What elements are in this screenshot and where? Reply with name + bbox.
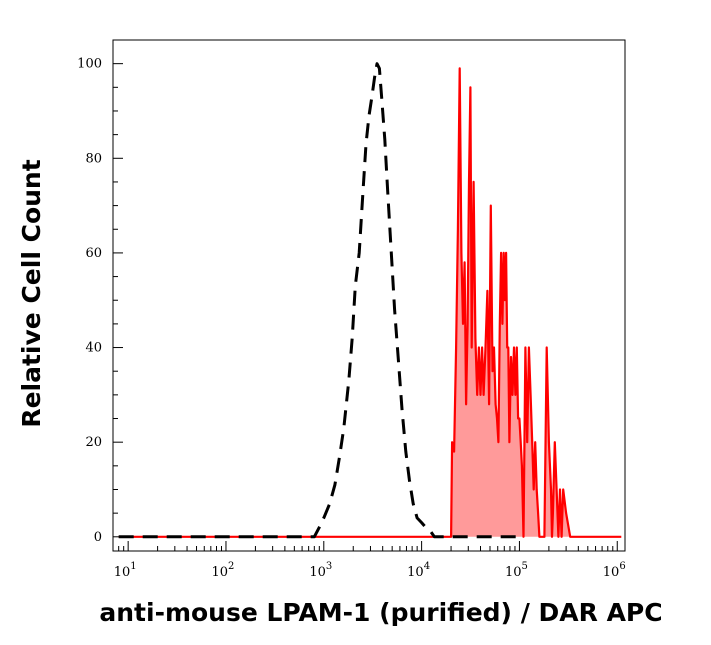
y-tick-label: 60: [85, 246, 102, 261]
series-line-1: [118, 67, 622, 538]
plot-frame: [112, 39, 626, 552]
x-tick-label: 101: [114, 561, 137, 580]
y-tick-label: 80: [85, 151, 102, 166]
series-fill-1: [118, 68, 622, 537]
x-tick-label: 105: [505, 561, 528, 580]
x-tick-label: 102: [212, 561, 235, 580]
x-axis-ticks: 101 102 103 104 105 106: [112, 541, 626, 580]
x-tick-label: 106: [603, 561, 626, 580]
y-tick-label: 40: [85, 341, 102, 356]
plot-layer: [118, 62, 622, 539]
y-axis-ticks: 0 20 40 60 80 100: [77, 57, 123, 545]
x-axis-title: anti-mouse LPAM-1 (purified) / DAR APC: [99, 598, 662, 627]
y-tick-label: 100: [77, 57, 102, 72]
series-group: [118, 62, 622, 539]
y-axis-title: Relative Cell Count: [17, 159, 46, 427]
y-tick-label: 20: [85, 435, 102, 450]
x-tick-label: 103: [309, 561, 332, 580]
series-line-0: [118, 62, 520, 539]
y-tick-label: 0: [94, 530, 102, 545]
x-tick-label: 104: [407, 561, 430, 580]
